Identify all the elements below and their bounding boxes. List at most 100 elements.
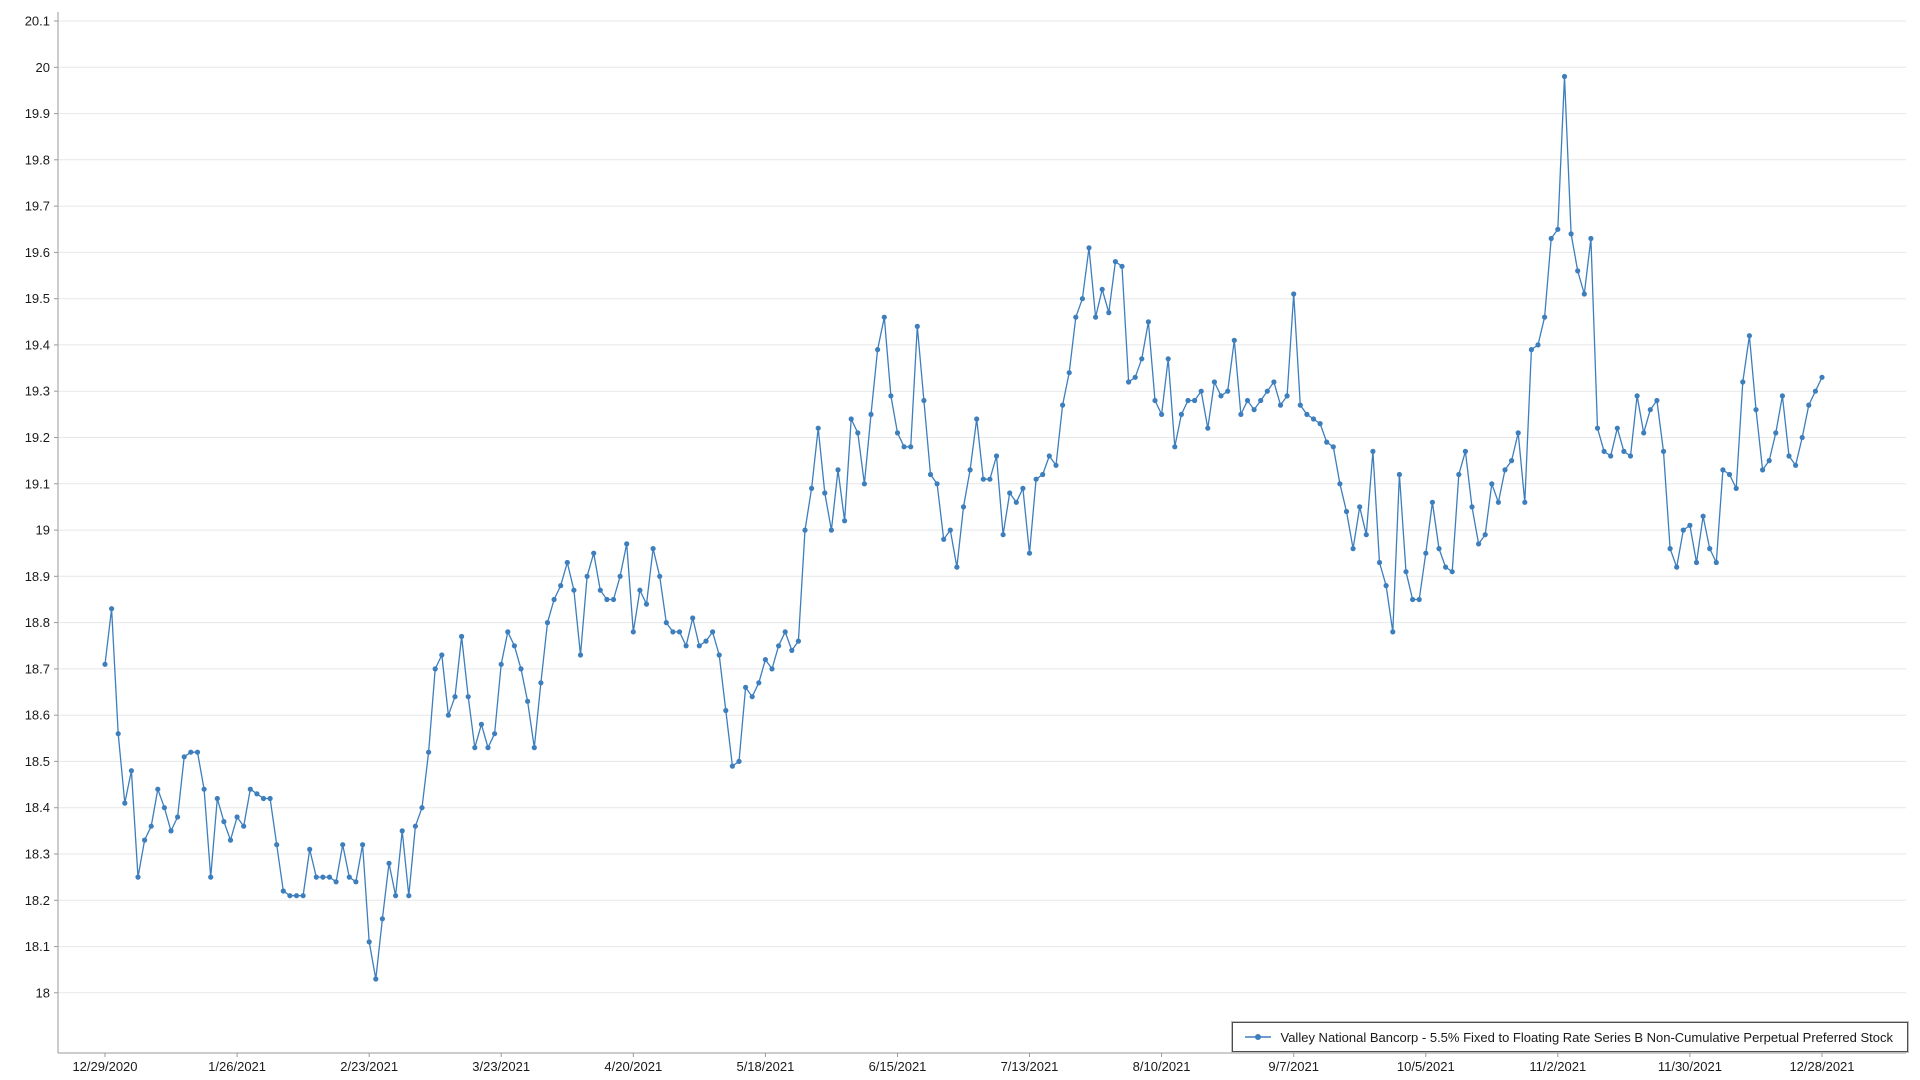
data-point [1667, 546, 1673, 552]
data-point [1753, 407, 1759, 413]
data-point [1581, 291, 1587, 297]
data-point [1575, 268, 1581, 274]
data-point [234, 814, 240, 820]
data-point [1244, 397, 1251, 404]
data-point [175, 814, 181, 820]
data-point [1337, 481, 1343, 487]
data-point [340, 842, 346, 848]
data-point [894, 430, 901, 436]
data-point [300, 893, 306, 899]
data-point [716, 652, 722, 658]
data-point [320, 874, 326, 880]
y-tick-label: 18.7 [25, 661, 50, 676]
x-tick-label: 7/13/2021 [1001, 1059, 1059, 1074]
data-point [538, 680, 544, 686]
data-point [1370, 448, 1376, 454]
data-point [366, 939, 372, 945]
data-point [1627, 453, 1634, 459]
data-point [749, 694, 755, 700]
data-point [115, 731, 121, 737]
data-point [617, 573, 623, 579]
x-tick-label: 12/28/2021 [1789, 1059, 1854, 1074]
data-point [901, 444, 907, 450]
data-point [1007, 490, 1013, 496]
data-point [1555, 226, 1561, 232]
data-point [406, 893, 412, 899]
data-point [247, 786, 253, 792]
data-point [875, 347, 881, 353]
data-point [1304, 411, 1310, 417]
data-point [789, 647, 795, 654]
data-point [1588, 235, 1594, 242]
data-point [399, 828, 405, 834]
y-tick-label: 19.9 [25, 106, 50, 121]
x-tick-label: 5/18/2021 [736, 1059, 794, 1074]
data-point [663, 620, 669, 626]
data-point [1713, 559, 1719, 566]
data-point [795, 638, 802, 644]
data-point [927, 471, 934, 478]
x-tick-label: 9/7/2021 [1268, 1059, 1319, 1074]
data-point [1456, 471, 1462, 478]
data-point [208, 874, 214, 880]
data-point [333, 879, 339, 885]
data-point [1343, 508, 1350, 515]
data-point [1528, 347, 1534, 353]
data-point [142, 837, 148, 843]
data-point [1152, 397, 1158, 404]
data-point [168, 828, 174, 834]
data-point [498, 661, 504, 667]
data-point [287, 893, 293, 899]
data-point [683, 643, 689, 649]
data-point [1495, 499, 1501, 505]
data-point [941, 536, 947, 542]
data-point [544, 620, 551, 626]
data-point [280, 888, 286, 894]
data-point [1066, 370, 1072, 376]
data-point [1680, 527, 1686, 533]
y-tick-label: 19.3 [25, 384, 50, 399]
data-point [1026, 550, 1033, 556]
data-point [1746, 333, 1752, 339]
data-point [1112, 259, 1118, 265]
data-point [1522, 499, 1528, 505]
data-point [657, 573, 663, 579]
data-point [102, 661, 108, 667]
data-point [822, 490, 828, 496]
data-point [762, 657, 769, 663]
data-point [591, 550, 597, 556]
y-tick-label: 19.4 [25, 337, 50, 352]
data-point [1740, 379, 1746, 385]
data-point [505, 629, 511, 635]
data-point [947, 527, 953, 533]
data-point [980, 476, 986, 482]
x-tick-label: 3/23/2021 [472, 1059, 530, 1074]
data-point [914, 323, 920, 329]
data-point [809, 485, 815, 491]
data-point [307, 846, 313, 853]
data-point [419, 805, 425, 811]
data-point [518, 666, 524, 672]
data-point [1436, 546, 1442, 552]
data-point [1641, 430, 1647, 436]
data-point [1449, 569, 1455, 575]
data-point [1766, 458, 1772, 464]
legend: Valley National Bancorp - 5.5% Fixed to … [1231, 1022, 1908, 1052]
data-point [551, 596, 557, 603]
data-point [267, 795, 273, 802]
data-point [1310, 416, 1317, 422]
data-point [1225, 388, 1231, 394]
data-point [835, 467, 841, 473]
data-point [1594, 425, 1601, 431]
data-point [610, 596, 617, 603]
y-tick-label: 20 [36, 60, 50, 75]
data-point [1482, 532, 1488, 538]
data-point [1198, 388, 1204, 394]
data-point [776, 643, 782, 649]
y-tick-label: 19.5 [25, 291, 50, 306]
data-point [1806, 402, 1812, 408]
y-tick-label: 18.2 [25, 893, 50, 908]
data-point [1548, 235, 1554, 242]
data-point [1060, 402, 1066, 408]
data-point [637, 587, 643, 593]
